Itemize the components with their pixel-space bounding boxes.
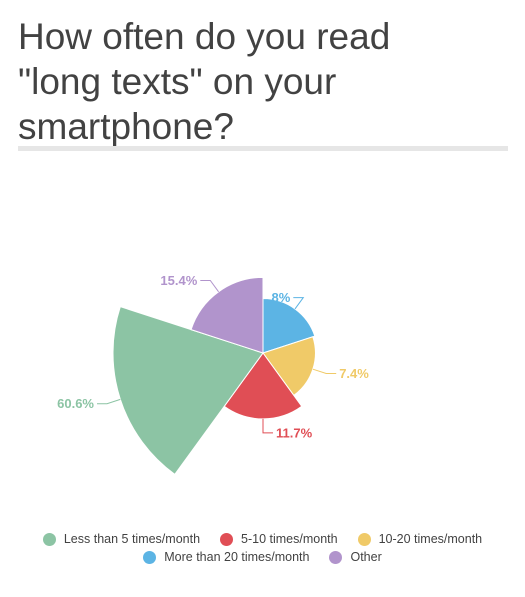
chart-title: How often do you read "long texts" on yo… [18,16,391,147]
data-label: 15.4% [160,273,197,288]
leader-line [293,297,305,310]
legend-item[interactable]: 10-20 times/month [357,532,483,546]
leader-line [200,280,220,293]
legend-label: 10-20 times/month [378,532,483,546]
data-label: 7.4% [339,366,369,381]
legend-row: More than 20 times/month Other [0,548,525,566]
chart-legend: Less than 5 times/month 5-10 times/month 1… [0,530,525,566]
data-label: 8% [272,290,291,305]
legend-item[interactable]: 5-10 times/month [220,532,338,546]
title-divider [18,146,508,151]
legend-item[interactable]: Less than 5 times/month [42,532,201,546]
legend-row: Less than 5 times/month 5-10 times/month 1… [0,530,525,548]
legend-label: Other [350,550,382,564]
rose-chart: 8% 7.4% 11.7% 60.6% 15.4% [57,273,369,476]
leader-line [312,368,337,374]
legend-label: 5-10 times/month [241,532,338,546]
legend-label: More than 20 times/month [164,550,310,564]
leader-line [262,418,273,434]
rose-slice-5-10-times-month[interactable] [223,352,303,420]
legend-item[interactable]: More than 20 times/month [143,550,309,564]
legend-label: Less than 5 times/month [63,532,201,546]
legend-swatch-icon [357,532,371,546]
legend-swatch-icon [329,550,343,564]
data-label: 11.7% [276,425,313,440]
rose-slice-10-20-times-month[interactable] [262,336,316,397]
data-label: 60.6% [57,396,94,411]
legend-swatch-icon [143,550,157,564]
legend-swatch-icon [42,532,56,546]
legend-swatch-icon [220,532,234,546]
leader-line [97,398,121,405]
legend-item[interactable]: Other [329,550,382,564]
rose-slice-less-than-5-times-month[interactable] [112,306,264,476]
